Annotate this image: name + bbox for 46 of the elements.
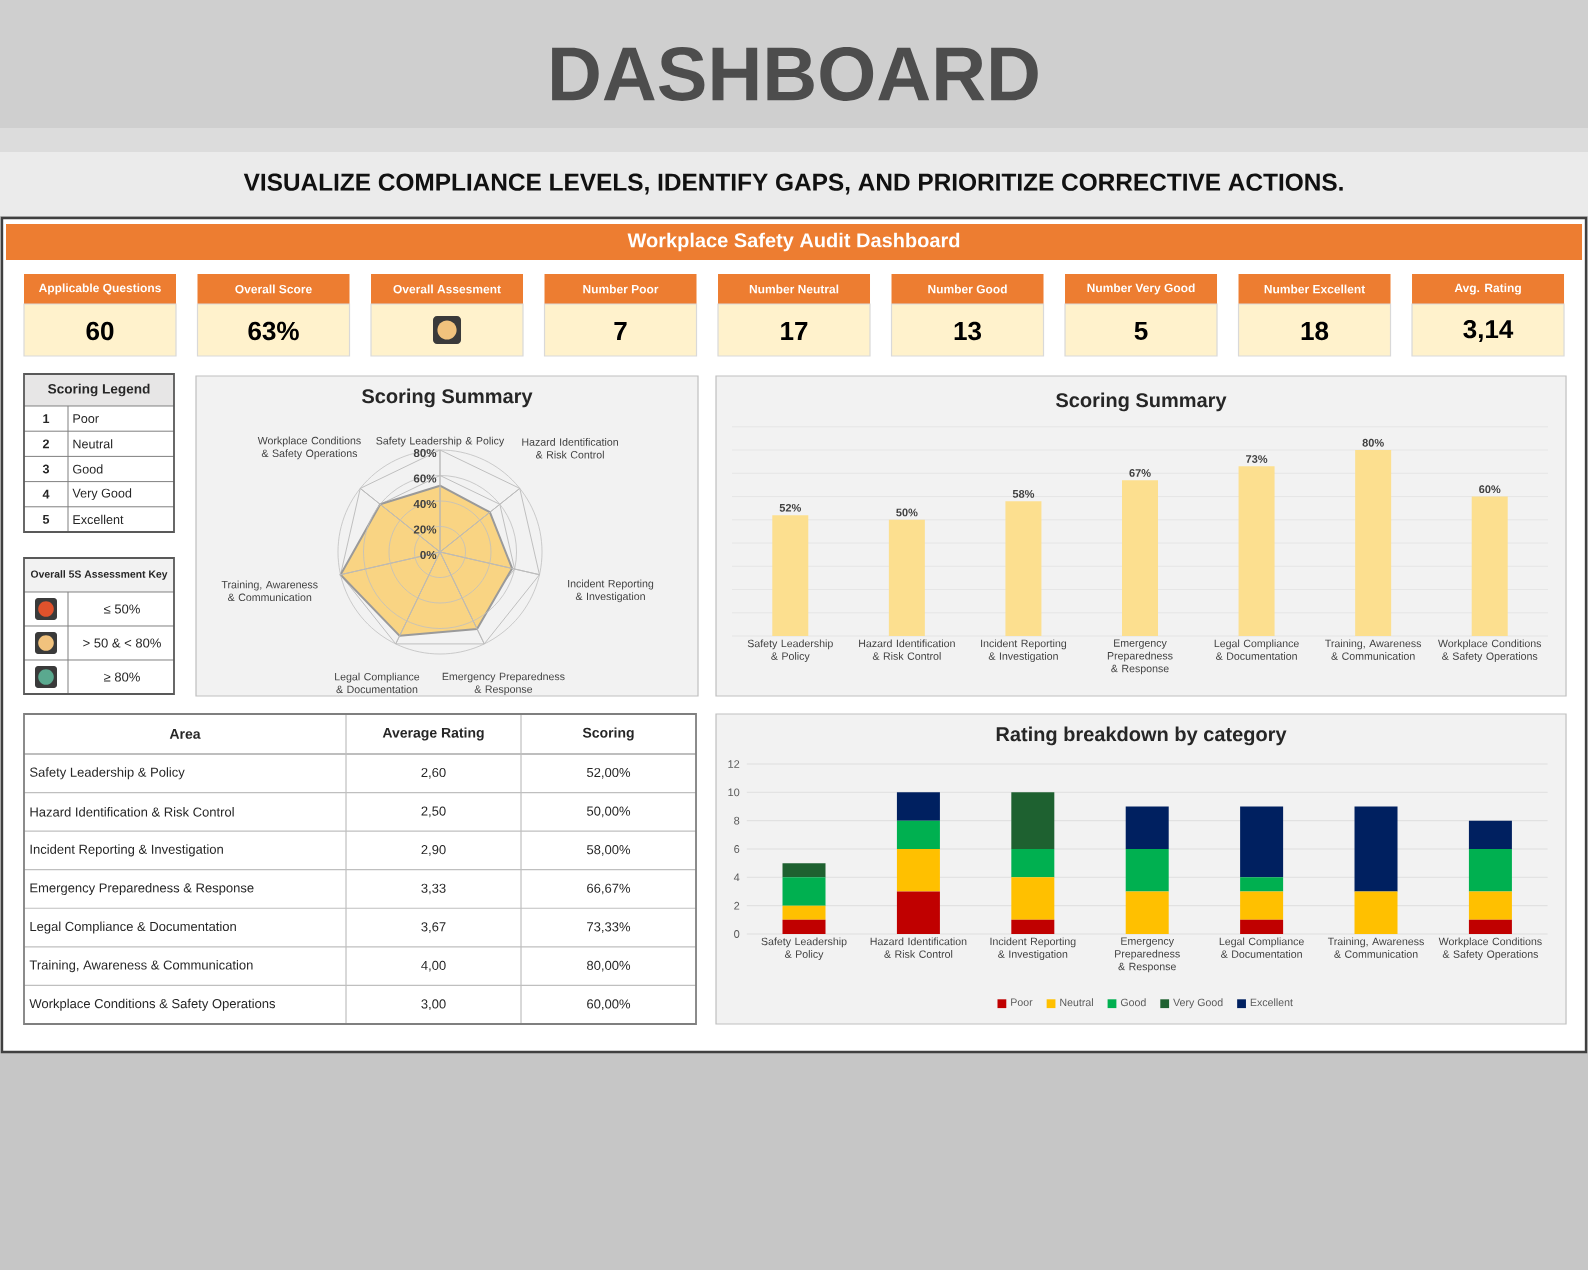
- bar: [1122, 480, 1159, 636]
- text: DASHBOARD: [552, 47, 1038, 101]
- bar: [896, 820, 940, 849]
- bar: [1355, 450, 1392, 636]
- bar: [782, 863, 826, 878]
- bar: [1011, 877, 1055, 920]
- text: 60: [86, 321, 114, 341]
- bar: [1468, 919, 1512, 934]
- text: 63%: [248, 321, 299, 341]
- text: Workplace Safety Audit Dashboard: [627, 232, 960, 252]
- bar: [1468, 849, 1512, 892]
- bar: [1238, 466, 1275, 636]
- bar: [1354, 806, 1398, 892]
- bar: [1240, 877, 1284, 892]
- bar: [1240, 919, 1284, 934]
- text: 7: [614, 322, 627, 340]
- bar: [896, 849, 940, 892]
- chart-title: Scoring Summary: [361, 388, 533, 408]
- bar: [896, 891, 940, 934]
- bar: [1240, 891, 1284, 920]
- bar: [772, 515, 809, 636]
- bar: [1011, 919, 1055, 934]
- text: 5: [1134, 321, 1148, 341]
- bar: [1125, 891, 1169, 934]
- bar: [1005, 501, 1042, 636]
- bar: [782, 905, 826, 920]
- text: 18: [1301, 321, 1329, 341]
- bar: [1011, 849, 1055, 878]
- bar: [1354, 891, 1398, 934]
- bar: [1011, 792, 1055, 849]
- chart-title: Scoring Summary: [1055, 392, 1227, 412]
- bar: [1125, 806, 1169, 849]
- bar: [782, 919, 826, 934]
- chart-title: Rating breakdown by category: [996, 726, 1287, 746]
- bar: [888, 519, 925, 636]
- bar: [1471, 496, 1508, 636]
- text: 3,14: [1463, 319, 1514, 343]
- bar: [1240, 806, 1284, 878]
- bar: [896, 792, 940, 821]
- bar: [782, 877, 826, 906]
- text: VISUALIZE COMPLIANCE LEVELS, IDENTIFY GAPS, AND PRIORITIZE CORRECTIVE ACTIONS.: [243, 173, 1343, 195]
- bar: [1468, 820, 1512, 849]
- text: 17: [781, 322, 808, 340]
- bar: [1468, 891, 1512, 920]
- bar: [1125, 849, 1169, 892]
- text: 13: [954, 321, 982, 341]
